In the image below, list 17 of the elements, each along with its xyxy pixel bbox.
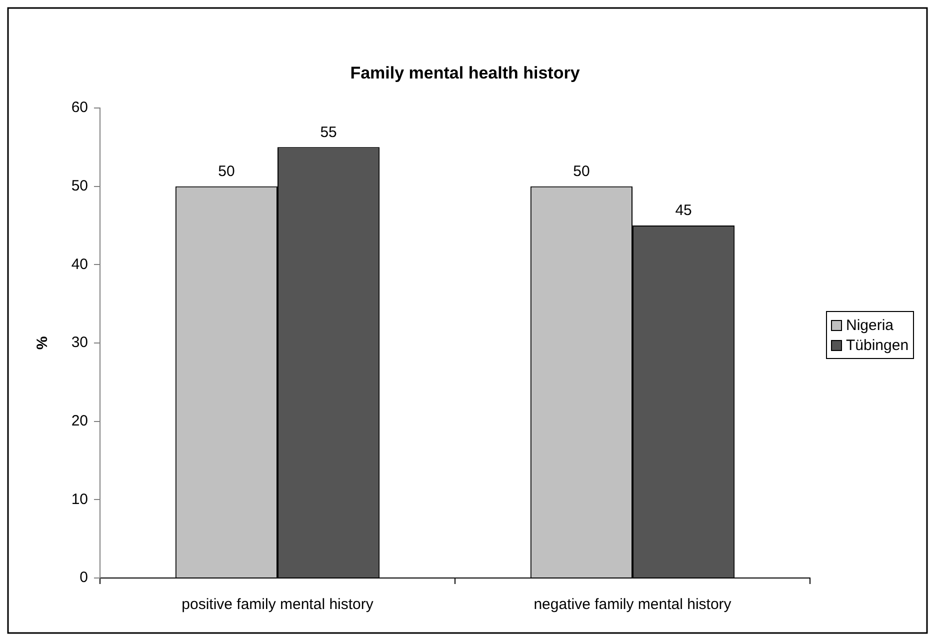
y-tick-label: 20 [71,412,88,430]
legend-label: Tübingen [846,336,909,354]
y-tick-label: 30 [71,334,88,352]
chart-title: Family mental health history [350,64,580,83]
x-tick-label: positive family mental history [182,596,374,614]
data-label: 45 [675,202,692,220]
y-tick-label: 50 [71,177,88,194]
x-tick-label: negative family mental history [534,596,732,614]
y-tick-label: 60 [71,99,88,116]
data-label: 50 [218,162,235,180]
y-tick-label: 40 [71,256,88,273]
y-tick-label: 10 [71,490,88,508]
data-label: 50 [573,162,590,180]
data-label: 55 [320,124,337,141]
y-tick-label: 0 [80,569,88,586]
legend-label: Nigeria [846,316,894,334]
y-axis-title: % [34,336,52,350]
